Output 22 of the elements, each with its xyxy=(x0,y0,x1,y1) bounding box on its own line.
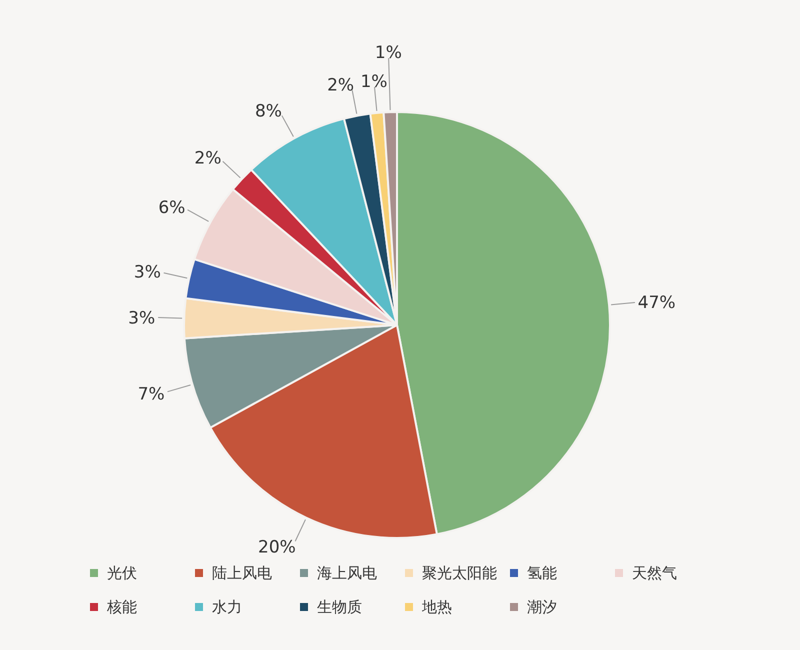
data-label: 2% xyxy=(194,148,222,168)
data-label: 1% xyxy=(360,72,388,92)
data-label: 3% xyxy=(128,308,156,328)
legend-label: 潮汐 xyxy=(527,598,557,616)
data-label: 3% xyxy=(134,262,161,283)
legend-label: 天然气 xyxy=(632,564,677,582)
data-label: 1% xyxy=(374,43,402,64)
legend-label: 聚光太阳能 xyxy=(422,564,497,582)
legend-label: 生物质 xyxy=(317,598,362,616)
legend-label: 地热 xyxy=(421,598,452,616)
data-label: 47% xyxy=(638,292,676,313)
legend-label: 水力 xyxy=(212,598,242,616)
data-label: 8% xyxy=(254,101,282,122)
legend-label: 陆上风电 xyxy=(212,564,272,582)
legend-label: 海上风电 xyxy=(317,564,377,582)
data-label: 2% xyxy=(327,75,354,96)
legend-label: 氢能 xyxy=(527,564,557,582)
legend-label: 核能 xyxy=(106,598,137,616)
data-label: 20% xyxy=(258,538,296,558)
data-label: 6% xyxy=(158,198,186,218)
legend-label: 光伏 xyxy=(107,564,137,582)
data-label: 7% xyxy=(138,384,165,404)
